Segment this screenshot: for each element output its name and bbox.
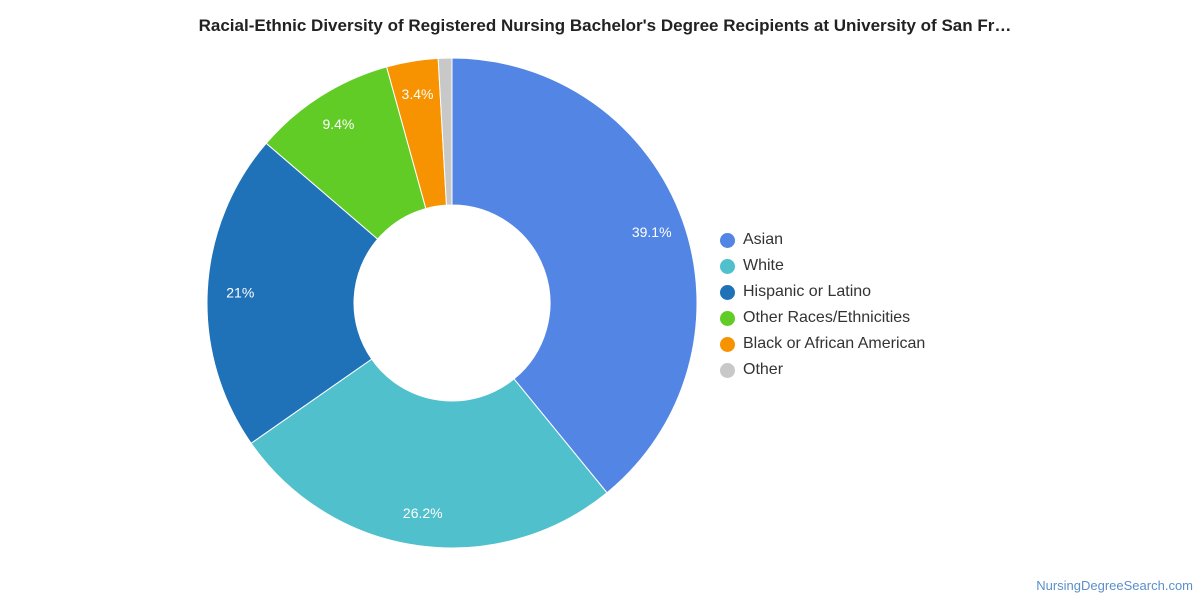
slice-other[interactable]: [437, 57, 453, 206]
donut-slice-labels: 39.1% 26.2% 21% 9.4% 3.4%: [226, 86, 671, 521]
legend-swatch: [720, 310, 735, 326]
chart-title: Racial-Ethnic Diversity of Registered Nu…: [198, 16, 1012, 35]
slice-asian[interactable]: [451, 57, 698, 494]
slice-white[interactable]: [250, 358, 608, 549]
legend-swatch: [720, 336, 735, 352]
legend-swatch: [720, 258, 735, 274]
legend-item-black-or-african-american[interactable]: Black or African American: [720, 331, 925, 357]
slice-hispanic-or-latino[interactable]: [206, 142, 379, 444]
donut-slices: [206, 57, 698, 549]
legend-label: Other: [743, 361, 784, 378]
legend-label: White: [743, 257, 784, 274]
legend-item-other[interactable]: Other: [720, 357, 925, 383]
source-credit[interactable]: NursingDegreeSearch.com: [1036, 578, 1193, 593]
slice-label-black-or-african-american: 3.4%: [402, 86, 434, 102]
slice-label-hispanic-or-latino: 21%: [226, 284, 254, 300]
chart-legend: Asian White Hispanic or Latino Other Races/…: [720, 227, 925, 383]
slice-label-white: 26.2%: [403, 505, 443, 521]
legend-label: Black or African American: [743, 335, 926, 352]
legend-swatch: [720, 362, 735, 378]
slice-label-other-races-ethnicities: 9.4%: [322, 116, 354, 132]
legend-swatch: [720, 232, 735, 248]
legend-item-asian[interactable]: Asian: [720, 227, 925, 253]
legend-label: Hispanic or Latino: [743, 283, 872, 300]
legend-item-other-races-ethnicities[interactable]: Other Races/Ethnicities: [720, 305, 925, 331]
slice-label-asian: 39.1%: [632, 224, 672, 240]
legend-item-white[interactable]: White: [720, 253, 925, 279]
legend-label: Other Races/Ethnicities: [743, 309, 911, 326]
legend-item-hispanic-or-latino[interactable]: Hispanic or Latino: [720, 279, 925, 305]
legend-swatch: [720, 284, 735, 300]
legend-label: Asian: [743, 231, 784, 248]
